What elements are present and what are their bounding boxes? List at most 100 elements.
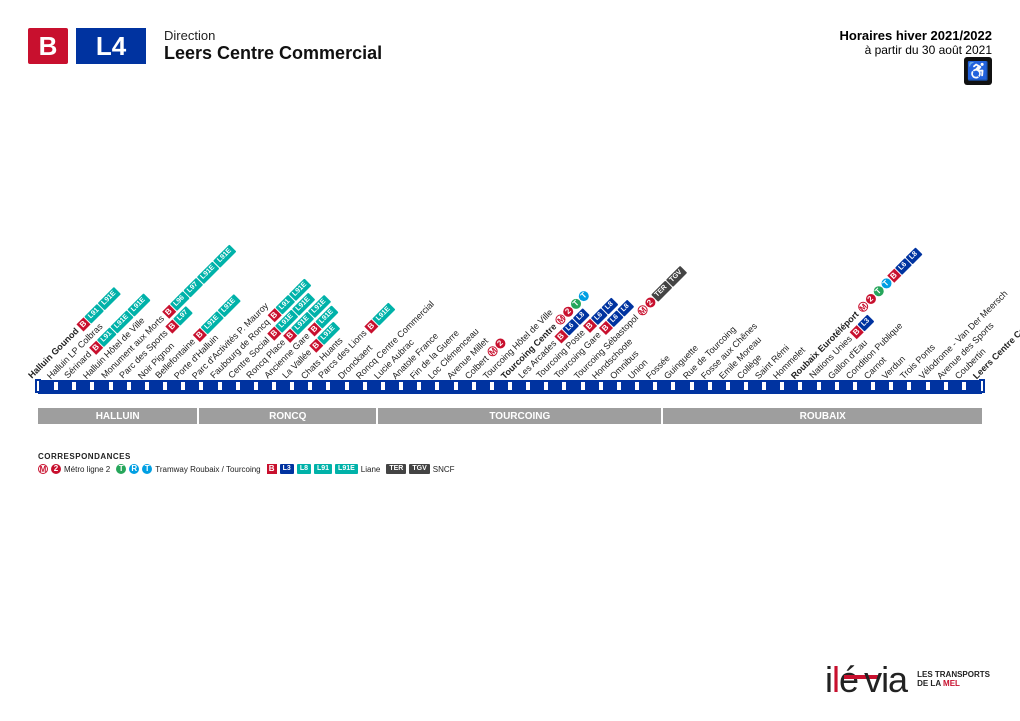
brand-sub-2: DE LA (917, 679, 943, 688)
conn-pill: L91E (217, 294, 240, 317)
stop-connections: M2TERTGV (635, 266, 687, 318)
stop-tick (218, 382, 222, 390)
stop: Carnot (869, 379, 877, 395)
zone: TOURCOING (378, 408, 663, 424)
stop: Centre SocialBL91EL91E (234, 379, 242, 395)
stop-tick (508, 382, 512, 390)
stop-tick (853, 382, 857, 390)
stop: Leers Centre Commercial (978, 379, 986, 395)
stop: Condition Publique (851, 379, 859, 395)
conn-icon: M (38, 464, 48, 474)
stop: Noir Pignon (143, 379, 151, 395)
conn-icon: R (129, 464, 139, 474)
conn-pill: L8 (297, 464, 311, 474)
stop-connections: M2TTBL6L8 (856, 247, 923, 314)
accessibility-icon: ♿ (964, 57, 992, 85)
direction-block: Direction Leers Centre Commercial (164, 28, 382, 64)
stop-tick (871, 382, 875, 390)
stop: Roncq PlaceBL91EL91E (252, 379, 260, 395)
stop-tick (726, 382, 730, 390)
zone: HALLUIN (38, 408, 199, 424)
conn-operator-icon: B (267, 464, 277, 474)
conn-pill: TGV (409, 464, 429, 474)
legend-item: BL3L8L91L91ELiane (267, 464, 381, 474)
stop: Roncq Centre Commercial (361, 379, 369, 395)
stop-tick (454, 382, 458, 390)
stop: Collège (742, 379, 750, 395)
header-right: Horaires hiver 2021/2022 à partir du 30 … (840, 28, 993, 85)
stop: Saint Rémi (760, 379, 768, 395)
stop: Emile Moreau (724, 379, 732, 395)
stop-tick (526, 382, 530, 390)
stop-tick (72, 382, 76, 390)
stop-tick (690, 382, 694, 390)
conn-pill: L91E (98, 287, 121, 310)
stop: Nations UniesBL3 (815, 379, 823, 395)
stop-tick (199, 382, 203, 390)
stop: Union (633, 379, 641, 395)
conn-pill: L91E (213, 244, 236, 267)
stop-tick (236, 382, 240, 390)
stop-tick (381, 382, 385, 390)
stop-tick (708, 382, 712, 390)
stop: Tourcoing CentreM2TT (506, 379, 514, 395)
legend-label: Métro ligne 2 (64, 465, 110, 474)
stop-tick (54, 382, 58, 390)
stop-tick (944, 382, 948, 390)
footer: ilévia LES TRANSPORTS DE LA MEL (825, 659, 990, 701)
stop-tick (798, 382, 802, 390)
destination: Leers Centre Commercial (164, 43, 382, 64)
stop-tick (345, 382, 349, 390)
stop-tick (962, 382, 966, 390)
legend-item: TRTTramway Roubaix / Tourcoing (116, 464, 260, 474)
conn-icon: 2 (51, 464, 61, 474)
stop: Porte d'Halluin (179, 379, 187, 395)
stop: Parcs des LionsBL91E (324, 379, 332, 395)
conn-pill: L91E (196, 261, 219, 284)
stop: Tourcoing SébastopolM2TERTGV (579, 379, 587, 395)
stop-tick (163, 382, 167, 390)
stop-tick (272, 382, 276, 390)
legend-title: CORRESPONDANCES (38, 452, 455, 461)
legend-label: SNCF (433, 465, 455, 474)
stop-tick (308, 382, 312, 390)
legend-label: Tramway Roubaix / Tourcoing (155, 465, 260, 474)
stop-tick (889, 382, 893, 390)
legend-item: TERTGVSNCF (386, 464, 454, 474)
brand-sub: LES TRANSPORTS DE LA MEL (917, 671, 990, 689)
stop-tick (290, 382, 294, 390)
stop: Lucie Aubrac (379, 379, 387, 395)
stop: Halluin Hôtel de Ville (88, 379, 96, 395)
stop-tick (581, 382, 585, 390)
stop-tick (363, 382, 367, 390)
stop: Ancienne GareBL91E (270, 379, 278, 395)
stop-tick (181, 382, 185, 390)
stop-tick (109, 382, 113, 390)
legend: CORRESPONDANCES M2Métro ligne 2TRTTramwa… (38, 452, 455, 474)
stop: SérinardBL91L91EL91E (70, 379, 78, 395)
conn-pill: L3 (280, 464, 294, 474)
stop: Omnibus (615, 379, 623, 395)
conn-pill: L91 (314, 464, 332, 474)
conn-icon: T (116, 464, 126, 474)
stop-tick (490, 382, 494, 390)
stop-tick (671, 382, 675, 390)
stop: Roubaix EurotéléportM2TTBL6L8 (796, 379, 804, 395)
brand-logo: ilévia (825, 659, 907, 701)
stop-tick (35, 379, 41, 393)
stop-tick (599, 382, 603, 390)
stop: Avenue des Sports (942, 379, 950, 395)
operator-logo: B (28, 28, 68, 64)
stop-tick (926, 382, 930, 390)
stop: Loc Clémenceau (433, 379, 441, 395)
stop-tick (417, 382, 421, 390)
conn-icon: T (142, 464, 152, 474)
stop: Faubourg de RoncqBL91L91E (216, 379, 224, 395)
stop: Halluin GounodBL91L91E (34, 379, 42, 395)
stop-tick (780, 382, 784, 390)
stop: Vélodrome - Van Der Meersch (924, 379, 932, 395)
stop: Anatole France (397, 379, 405, 395)
stop-tick (399, 382, 403, 390)
stop: Parc des SportsBL97 (125, 379, 133, 395)
stop: Trois Ponts (905, 379, 913, 395)
